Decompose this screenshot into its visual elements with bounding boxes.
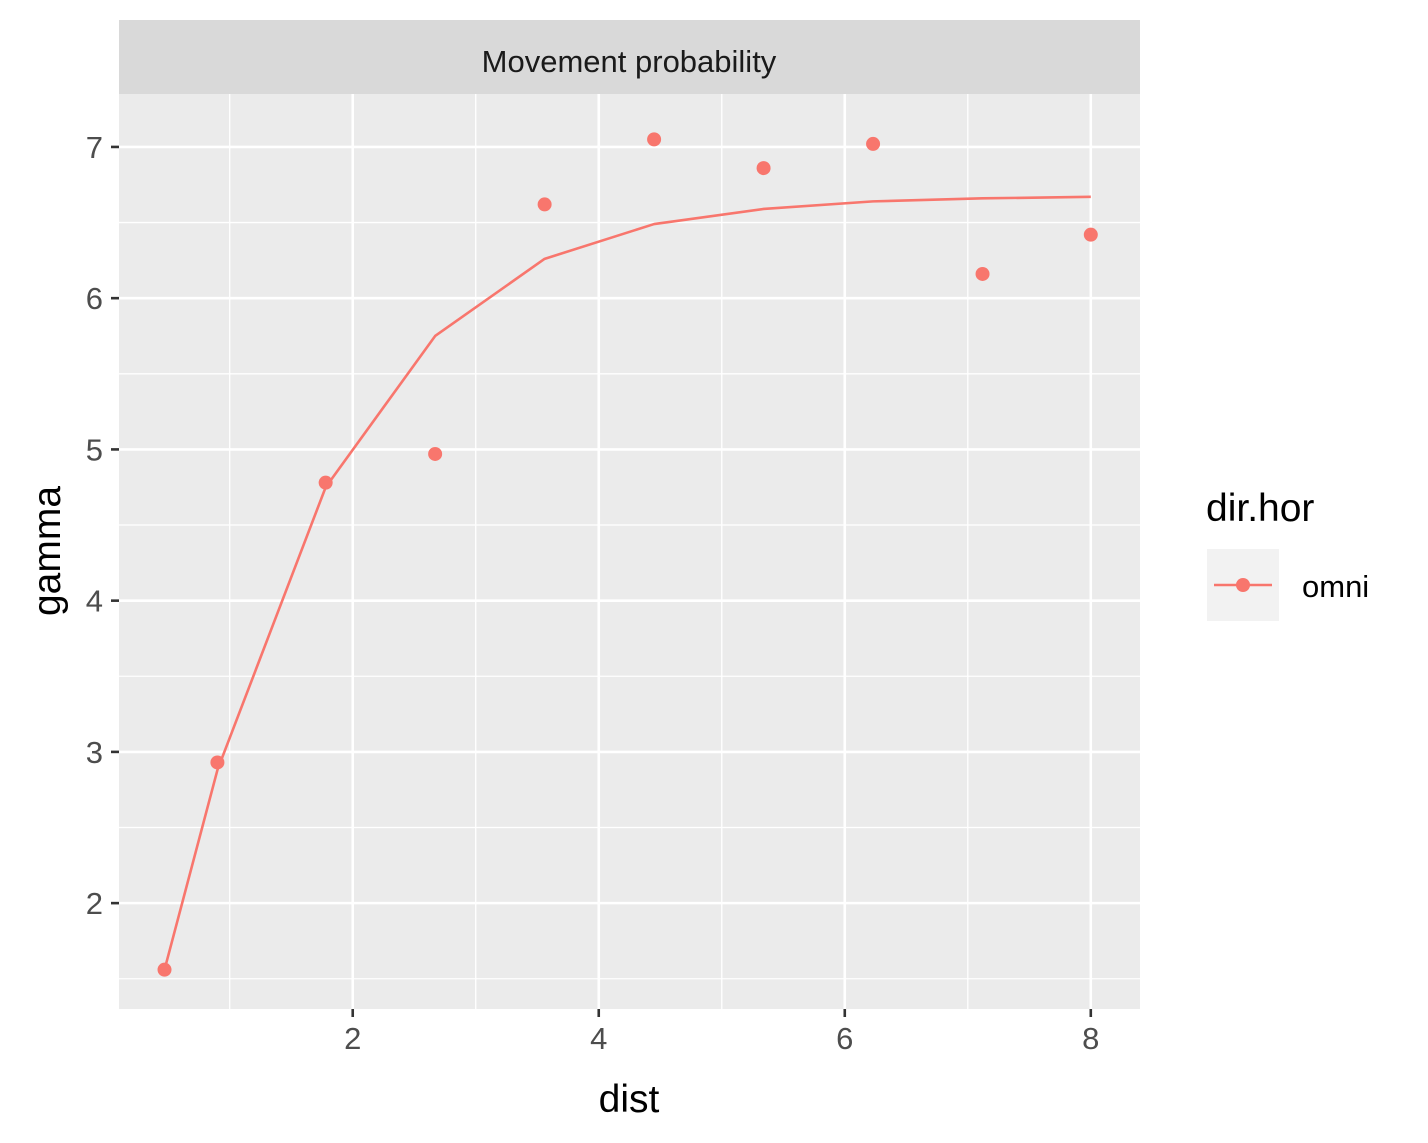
- y-tick-label: 7: [86, 130, 103, 165]
- data-point: [756, 161, 771, 176]
- y-tick-label: 3: [86, 735, 103, 770]
- data-point: [318, 475, 333, 490]
- x-tick-label: 6: [836, 1021, 853, 1056]
- y-tick-label: 4: [86, 584, 103, 619]
- data-point: [647, 132, 662, 147]
- data-point: [975, 266, 990, 281]
- y-axis-title: gamma: [26, 486, 69, 616]
- fitted-line-omni: [163, 195, 1091, 971]
- y-tick-label: 2: [86, 886, 103, 921]
- legend-title: dir.hor: [1206, 487, 1314, 530]
- data-point: [210, 755, 225, 770]
- data-point: [866, 136, 881, 151]
- data-layer: [157, 132, 1098, 977]
- x-tick-label: 8: [1082, 1021, 1099, 1056]
- legend-key-point: [1236, 578, 1250, 592]
- y-tick-label: 5: [86, 432, 103, 467]
- data-point: [537, 197, 552, 212]
- x-tick-label: 4: [590, 1021, 607, 1056]
- x-tick-label: 2: [344, 1021, 361, 1056]
- data-point: [157, 962, 172, 977]
- grid-lines: [119, 94, 1140, 1009]
- axes: 2 4 6 8 2 3 4 5 6 7: [86, 130, 1100, 1056]
- facet-strip: Movement probability: [119, 20, 1140, 94]
- y-tick-label: 6: [86, 281, 103, 316]
- panel-background: [119, 94, 1140, 1009]
- x-axis-title: dist: [599, 1078, 660, 1121]
- legend-label-omni: omni: [1302, 569, 1369, 604]
- facet-strip-label: Movement probability: [482, 44, 777, 79]
- facet-strip-background: [119, 20, 1140, 94]
- plot-panel: [119, 94, 1140, 1009]
- legend: dir.hor omni: [1206, 487, 1369, 621]
- data-point: [428, 446, 443, 461]
- data-point: [1083, 227, 1098, 242]
